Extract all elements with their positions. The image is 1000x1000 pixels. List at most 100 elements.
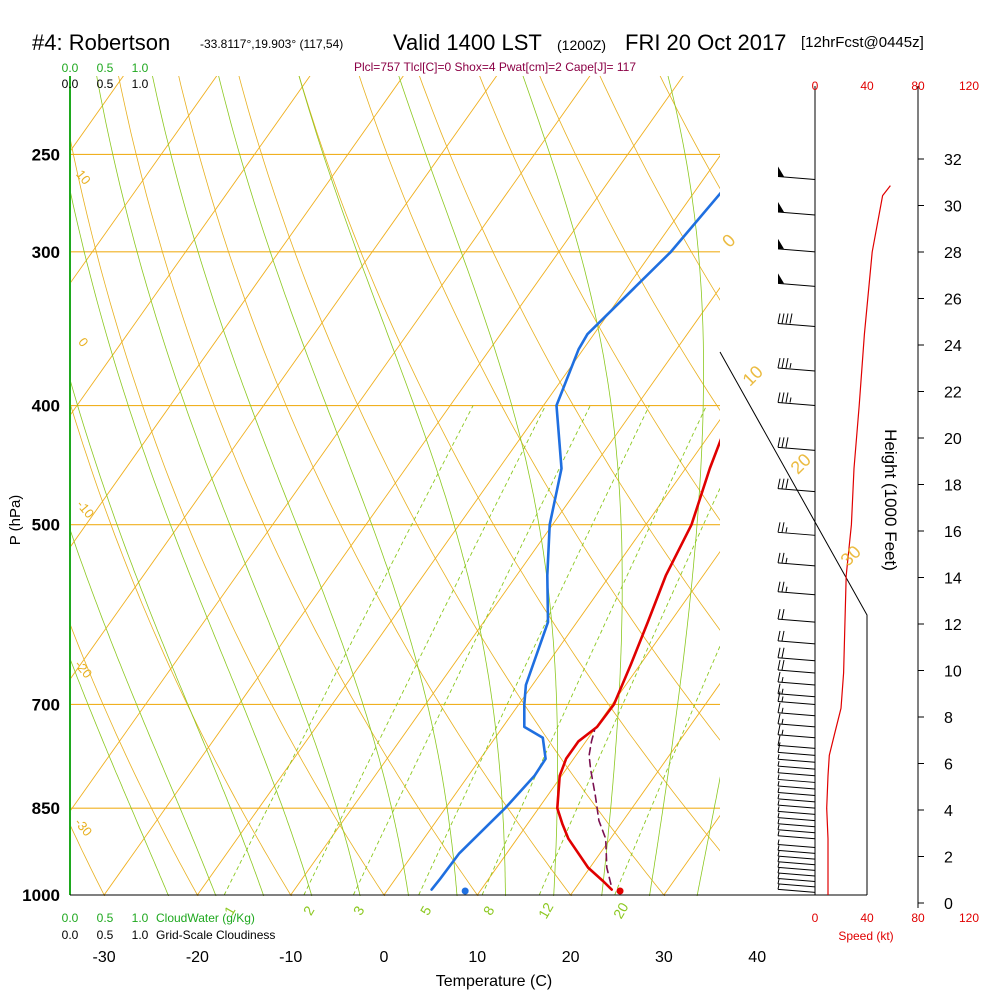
isotherm-line: [570, 682, 720, 896]
moist-adiabat-line: [649, 76, 705, 896]
dry-adiabat-line: [901, 0, 1000, 921]
hodo-frame: [719, 351, 868, 895]
wind-barb: [777, 742, 816, 756]
wind-barb: [777, 671, 816, 686]
isotherm-line: [103, 76, 684, 896]
mixing-ratio-label: 3: [350, 903, 368, 918]
stability-indices: Plcl=757 Tlcl[C]=0 Shox=4 Pwat[cm]=2 Cap…: [353, 60, 637, 74]
moist-adiabat-line: [218, 76, 458, 896]
cloudwater-tick-top: 1.0: [132, 61, 149, 75]
dry-adiabat-line: [70, 622, 199, 896]
dry-adiabat-line: [479, 76, 720, 521]
station-name: #4: Robertson: [32, 30, 171, 55]
isotherm-line: [476, 550, 720, 896]
height-tick-label: 26: [944, 292, 962, 309]
speed-tick-label-bottom: 120: [959, 911, 979, 925]
moist-adiabat-line: [70, 657, 170, 896]
mixing-ratio-label: 20: [610, 900, 632, 922]
wind-barb: [777, 437, 816, 451]
wind-barb: [777, 357, 816, 372]
cloudwater-tick-bottom: 1.0: [132, 911, 149, 925]
pressure-tick-label: 500: [32, 516, 60, 535]
isotherm-line: [70, 76, 591, 813]
wind-barb: [777, 754, 816, 763]
speed-tick-label-top: 0: [812, 79, 819, 93]
dry-adiabat-label: -10: [74, 497, 98, 521]
dry-adiabat-line: [958, 0, 1000, 921]
height-tick-label: 8: [944, 710, 953, 727]
speed-tick-label-top: 80: [911, 79, 925, 93]
isotherm-line: [197, 155, 720, 896]
moist-adiabat-label: 10: [739, 362, 767, 390]
wind-barb: [777, 683, 816, 698]
wind-barb: [777, 873, 816, 882]
speed-tick-label-bottom: 80: [911, 911, 925, 925]
speed-tick-label-bottom: 0: [812, 911, 819, 925]
valid-time: Valid 1400 LST: [393, 30, 542, 55]
isotherm-line: [70, 76, 218, 285]
speed-axis-label: Speed (kt): [838, 929, 893, 943]
pressure-tick-label: 1000: [22, 886, 60, 905]
cloudiness-tick-bottom: 1.0: [132, 928, 149, 942]
moist-adiabat-line: [96, 76, 361, 896]
mixing-ratio-line: [418, 405, 650, 896]
dry-adiabat-line: [539, 76, 720, 411]
dry-adiabat-line: [0, 0, 23, 921]
dry-adiabat-label: 0: [75, 335, 91, 350]
height-tick-label: 20: [944, 431, 962, 448]
dry-adiabat-line: [70, 401, 292, 896]
dry-adiabat-line: [298, 76, 720, 852]
wind-barb: [777, 478, 816, 493]
wind-barb: [777, 812, 816, 822]
mixing-ratio-label: 8: [480, 903, 498, 918]
cloudwater-tick-bottom: 0.0: [62, 911, 79, 925]
wind-barb: [777, 830, 816, 840]
cloudiness-tick-bottom: 0.0: [62, 928, 79, 942]
wind-barb: [777, 166, 816, 181]
moist-adiabat-line: [522, 76, 623, 896]
moist-adiabat-line: [70, 528, 217, 896]
moist-adiabat-label: 20: [787, 450, 815, 478]
temperature-tick-label: 40: [748, 949, 766, 966]
height-tick-label: 32: [944, 152, 962, 169]
cloudwater-tick-bottom: 0.5: [97, 911, 114, 925]
height-tick-label: 2: [944, 850, 953, 867]
cloudiness-tick-top: 0.5: [97, 77, 114, 91]
speed-tick-label-top: 120: [959, 79, 979, 93]
height-tick-label: 30: [944, 199, 962, 216]
height-tick-label: 14: [944, 571, 962, 588]
dry-adiabat-line: [178, 76, 572, 896]
wind-barb: [777, 806, 816, 815]
height-tick-label: 6: [944, 757, 953, 774]
dry-adiabat-line: [729, 0, 1000, 921]
wind-speed-line: [826, 185, 891, 895]
wind-barb: [777, 735, 816, 749]
wind-barb: [777, 800, 816, 809]
dry-adiabat-line: [70, 136, 386, 896]
isotherm-line: [70, 76, 124, 153]
wind-barb: [777, 774, 816, 783]
isotherm-line: [383, 418, 720, 896]
cloudwater-label: CloudWater (g/Kg): [156, 911, 255, 925]
height-tick-label: 24: [944, 338, 962, 355]
wind-barb: [777, 273, 816, 287]
moist-adiabat-line: [398, 76, 558, 896]
height-tick-label: 12: [944, 617, 962, 634]
moist-adiabat-line: [70, 188, 313, 896]
moist-adiabat-line: [739, 0, 932, 921]
mixing-ratio-line: [538, 487, 720, 896]
mixing-ratio-line: [481, 405, 707, 896]
station-coords: -33.8117°,19.903° (117,54): [200, 37, 344, 51]
wind-barb: [777, 691, 816, 705]
dewpoint-line: [430, 191, 720, 891]
temperature-tick-label: 30: [655, 949, 673, 966]
dry-adiabat-label: 10: [73, 167, 94, 188]
dry-adiabat-line: [238, 76, 666, 896]
isotherm-line: [70, 76, 498, 681]
temperature-tick-label: -30: [93, 949, 116, 966]
wind-barb: [777, 581, 816, 596]
cloudwater-tick-top: 0.0: [62, 61, 79, 75]
valid-date: FRI 20 Oct 2017: [625, 30, 787, 55]
